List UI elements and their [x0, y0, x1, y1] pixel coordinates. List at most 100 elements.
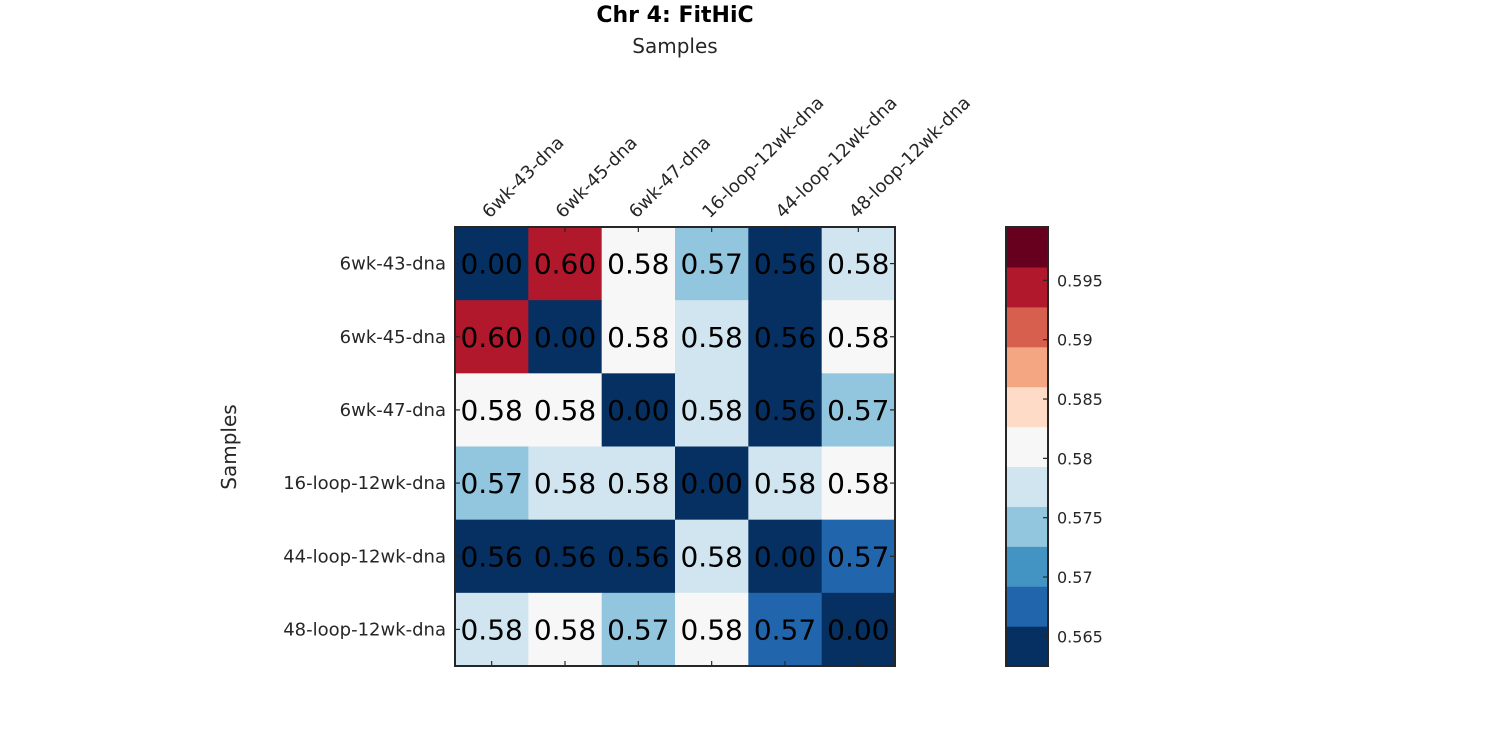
colorbar-tick-label: 0.595 [1057, 271, 1103, 290]
cell-value-label: 0.58 [460, 394, 522, 427]
cell-value-label: 0.58 [534, 613, 596, 646]
y-tick-label: 16-loop-12wk-dna [283, 473, 446, 494]
heatmap-cell [675, 373, 749, 448]
colorbar-swatch [1006, 227, 1048, 268]
colorbar-swatch [1006, 386, 1048, 428]
colorbar-swatch [1006, 626, 1048, 667]
heatmap-cell [601, 373, 676, 448]
colorbar-tick-label: 0.575 [1057, 509, 1103, 528]
heatmap-cell [528, 592, 603, 667]
colorbar-swatch [1006, 586, 1048, 627]
cell-value-label: 0.57 [754, 613, 816, 646]
heatmap-cell [821, 300, 896, 374]
x-tick-label: 48-loop-12wk-dna [845, 93, 975, 223]
y-tick-label: 6wk-47-dna [340, 400, 446, 421]
y-tick-label: 44-loop-12wk-dna [283, 546, 446, 567]
cell-value-label: 0.58 [680, 540, 742, 573]
cell-value-label: 0.58 [827, 467, 889, 500]
cell-value-label: 0.58 [827, 248, 889, 281]
colorbar-swatch [1006, 346, 1048, 388]
cell-value-label: 0.58 [460, 613, 522, 646]
heatmap-cell [455, 227, 529, 301]
cell-value-label: 0.00 [680, 467, 742, 500]
cell-value-label: 0.56 [460, 540, 522, 573]
colorbar-tick-label: 0.58 [1057, 449, 1093, 468]
colorbar-swatch [1006, 266, 1048, 308]
cell-value-label: 0.56 [754, 248, 816, 281]
heatmap-cell [601, 227, 676, 301]
cell-value-label: 0.56 [754, 321, 816, 354]
cell-value-label: 0.60 [534, 248, 596, 281]
x-axis-title: Samples [632, 34, 717, 58]
heatmap-cell [455, 519, 529, 594]
cell-value-label: 0.00 [460, 248, 522, 281]
cell-value-label: 0.57 [607, 613, 669, 646]
colorbar-tick-label: 0.585 [1057, 390, 1103, 409]
cell-value-label: 0.58 [534, 394, 596, 427]
heatmap-cell [528, 519, 603, 594]
heatmap-cell [821, 446, 896, 521]
cell-value-label: 0.00 [607, 394, 669, 427]
heatmap-cell [675, 300, 749, 374]
cell-value-label: 0.58 [754, 467, 816, 500]
cell-value-labels: 0.00 0.60 0.58 0.57 0.56 0.58 0.60 0.00 0.58 0.58… [460, 248, 889, 647]
heatmap-cell [455, 592, 529, 667]
heatmap-cell [528, 300, 603, 374]
cell-value-label: 0.58 [607, 321, 669, 354]
heatmap-cells [455, 227, 896, 667]
cell-value-label: 0.58 [607, 248, 669, 281]
colorbar-frame [1005, 226, 1049, 667]
colorbar-tick-label: 0.57 [1057, 568, 1093, 587]
cell-value-label: 0.58 [827, 321, 889, 354]
cell-value-label: 0.57 [827, 394, 889, 427]
chart-title: Chr 4: FitHiC [596, 3, 753, 28]
cell-value-label: 0.60 [460, 321, 522, 354]
cell-value-label: 0.00 [827, 613, 889, 646]
heatmap-cell [675, 446, 749, 521]
heatmap-cell [748, 519, 823, 594]
heatmap-cell [748, 592, 823, 667]
colorbar-swatch [1006, 426, 1048, 468]
cell-value-label: 0.58 [607, 467, 669, 500]
cell-value-label: 0.57 [460, 467, 522, 500]
y-tick-label: 6wk-45-dna [340, 327, 446, 348]
heatmap-cell [748, 446, 823, 521]
heatmap-cell [601, 519, 676, 594]
heatmap-cell [748, 227, 823, 301]
heatmap-cell [821, 227, 896, 301]
cell-value-label: 0.57 [827, 540, 889, 573]
heatmap-cell [601, 300, 676, 374]
y-tick-label: 6wk-43-dna [340, 254, 446, 275]
cell-value-label: 0.58 [534, 467, 596, 500]
heatmap-cell [455, 373, 529, 448]
heatmap-cell [748, 373, 823, 448]
cell-value-label: 0.56 [607, 540, 669, 573]
heatmap-cell [748, 300, 823, 374]
heatmap-cell [821, 373, 896, 448]
heatmap-cell [528, 373, 603, 448]
colorbar-swatch [1006, 466, 1048, 507]
heatmap-cell [528, 227, 603, 301]
cell-value-label: 0.58 [680, 613, 742, 646]
cell-value-label: 0.00 [534, 321, 596, 354]
colorbar-swatch [1006, 546, 1048, 587]
y-axis-title: Samples [217, 404, 241, 489]
y-tick-labels: 6wk-43-dna 6wk-45-dna 6wk-47-dna 16-loop-12… [283, 254, 446, 641]
cell-value-label: 0.58 [680, 394, 742, 427]
cell-value-label: 0.58 [680, 321, 742, 354]
heatmap-cell [821, 519, 896, 594]
heatmap-cell [528, 446, 603, 521]
x-tick-labels: 6wk-43-dna6wk-45-dna6wk-47-dna16-loop-12… [478, 93, 975, 223]
x-tick-label: 16-loop-12wk-dna [698, 93, 828, 223]
x-tick-label: 44-loop-12wk-dna [772, 93, 902, 223]
heatmap-cell [455, 300, 529, 374]
heatmap-cell [601, 446, 676, 521]
cell-value-label: 0.56 [754, 394, 816, 427]
heatmap-cell [675, 227, 749, 301]
colorbar-swatch [1006, 506, 1048, 547]
cell-value-label: 0.57 [680, 248, 742, 281]
colorbar-swatch [1006, 306, 1048, 348]
cell-value-label: 0.00 [754, 540, 816, 573]
colorbar-tick-label: 0.565 [1057, 627, 1103, 646]
heatmap-cell [455, 446, 529, 521]
